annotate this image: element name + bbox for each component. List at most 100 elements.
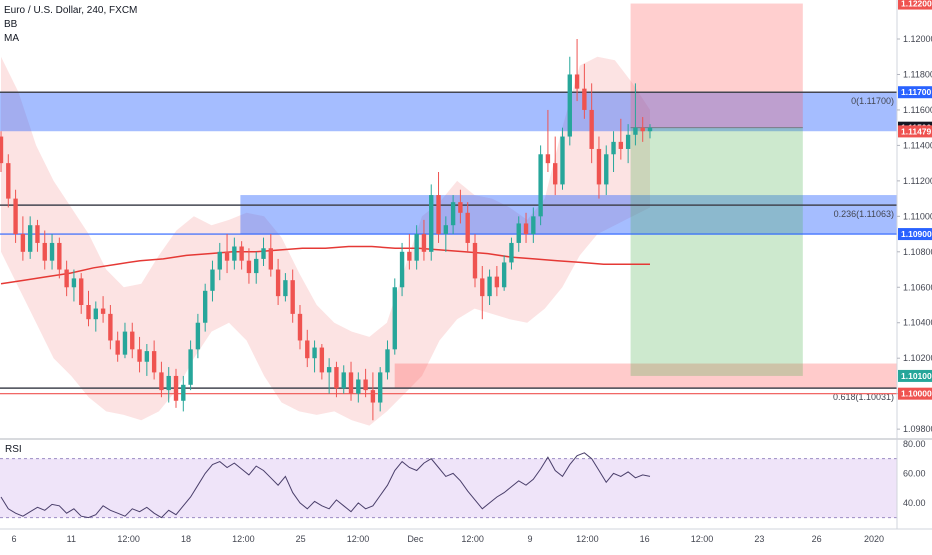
x-tick-label: 12:00 [461, 534, 484, 544]
candle [399, 242, 405, 297]
level-label-1: 0.236(1.11063) [834, 209, 894, 219]
candle [545, 109, 551, 173]
candle-body [545, 154, 551, 164]
candle-body [159, 372, 164, 391]
candle-body [319, 347, 325, 373]
indicator-bb-label[interactable]: BB [4, 19, 18, 30]
candle-body [239, 246, 244, 261]
candle [268, 234, 273, 277]
y-tick-label: 1.10200 [903, 353, 932, 363]
level-label-3: 0.618(1.10031) [833, 392, 894, 402]
candle-body [370, 390, 376, 403]
price-tag: 1.10100 [898, 369, 932, 382]
candle [553, 136, 558, 196]
candle-body [297, 313, 303, 341]
candle-body [567, 74, 572, 137]
candle-body [458, 202, 463, 213]
candle-body [538, 154, 543, 217]
candle [458, 189, 463, 224]
candle [195, 313, 201, 359]
y-tick-label: 1.10800 [903, 247, 932, 257]
candle [531, 207, 536, 243]
candle [100, 296, 106, 323]
candle-body [487, 276, 492, 297]
level-label-0: 0(1.11700) [851, 96, 894, 106]
candle-body [188, 349, 193, 385]
candle [305, 329, 310, 368]
candle-body [268, 248, 273, 270]
candle-body [210, 269, 215, 291]
candle [108, 305, 113, 350]
candle-body [574, 74, 580, 89]
price-tag-label: 1.12200 [901, 0, 932, 9]
candle-body [625, 134, 631, 149]
zone-red-2 [394, 363, 897, 389]
candle [57, 237, 62, 279]
candle-body [633, 127, 638, 135]
rsi-tick-label: 60.00 [903, 468, 926, 478]
candle [501, 255, 507, 291]
candle-body [13, 198, 18, 235]
symbol-title: Euro / U.S. Dollar, 240, FXCM [4, 5, 138, 16]
candle-body [414, 234, 419, 261]
candle-body [348, 372, 354, 394]
candle [35, 219, 40, 252]
candle [450, 195, 456, 235]
price-tag-bg [898, 125, 932, 138]
candle-body [49, 242, 55, 261]
x-tick-label: 12:00 [691, 534, 714, 544]
candle [210, 260, 215, 302]
price-tag: 1.10900 [898, 228, 932, 241]
candle-body [326, 367, 332, 373]
candle-body [115, 340, 120, 355]
candle [115, 331, 120, 362]
candle [261, 237, 266, 266]
candle-body [509, 242, 514, 263]
indicator-ma-label[interactable]: MA [4, 33, 19, 44]
candle [326, 358, 332, 394]
candle-body [647, 127, 653, 132]
candle [509, 237, 514, 270]
moving-average [0, 245, 650, 285]
candle-body [173, 375, 179, 401]
candle-body [6, 163, 11, 199]
candle-body [151, 351, 157, 373]
candle [20, 216, 26, 261]
candle [604, 145, 609, 196]
x-tick-label: 12:00 [117, 534, 140, 544]
price-tag-bg [898, 228, 932, 241]
candle [232, 237, 237, 270]
zones [0, 92, 897, 389]
candle-body [224, 251, 230, 261]
candle-body [421, 234, 427, 252]
candle-body [407, 251, 412, 261]
candle [341, 365, 346, 394]
candle [137, 336, 142, 373]
rsi-line [0, 452, 651, 519]
candle-body [100, 308, 106, 314]
x-tick-label: 16 [640, 534, 650, 544]
candle-body [64, 269, 69, 288]
y-tick-label: 1.09800 [903, 424, 932, 434]
candle-body [246, 260, 252, 274]
candle [86, 290, 91, 327]
candle [202, 283, 208, 332]
candle-body [137, 349, 142, 362]
candle-body [261, 248, 266, 259]
price-tag-label: 1.11700 [901, 87, 932, 97]
candle [246, 248, 252, 284]
x-tick-label: 23 [754, 534, 764, 544]
candle [538, 145, 543, 226]
candle-body [589, 109, 594, 149]
candle-body [195, 322, 201, 350]
candle-body [392, 287, 397, 350]
candle [64, 260, 69, 297]
candle [429, 184, 434, 261]
candle [6, 154, 11, 208]
candle-body [290, 280, 295, 314]
candle [27, 216, 33, 259]
position-tool [630, 3, 803, 376]
candle [334, 361, 339, 398]
